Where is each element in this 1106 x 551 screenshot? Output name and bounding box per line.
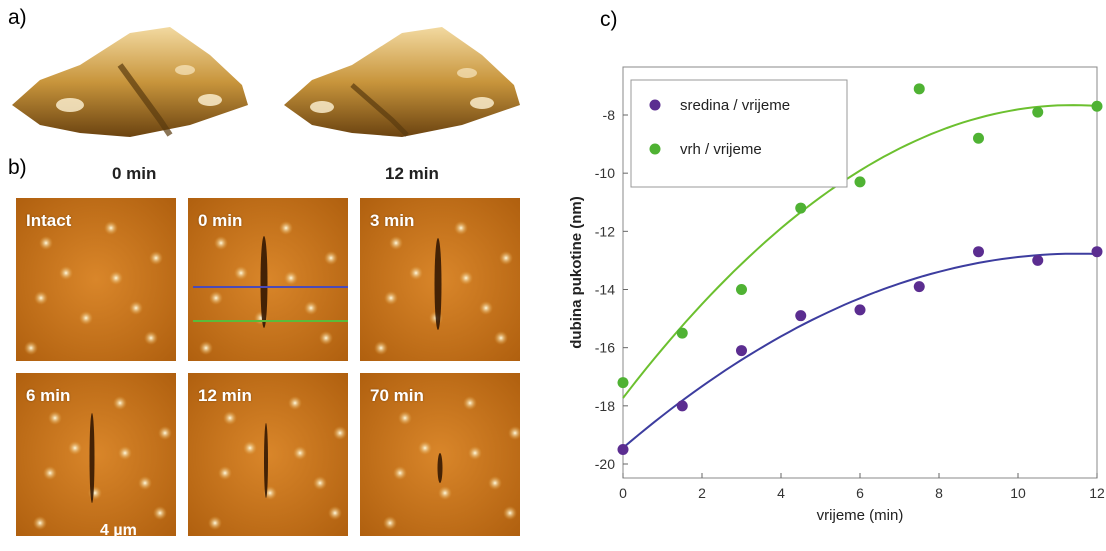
- y-axis-label: dubina pukotine (nm): [568, 196, 585, 348]
- y-tick-label: -10: [595, 165, 615, 181]
- panel-a-label: a): [8, 6, 27, 29]
- scale-bar-label: 4 µm: [100, 522, 137, 539]
- crack-mark: [89, 413, 95, 503]
- legend-marker: [649, 143, 661, 155]
- x-tick-label: 0: [619, 485, 627, 501]
- tile-label: 6 min: [26, 386, 71, 405]
- afm-tile: 70 min: [360, 373, 520, 536]
- data-point: [1091, 100, 1103, 112]
- legend-label: sredina / vrijeme: [680, 97, 790, 114]
- y-tick-label: -18: [595, 398, 615, 414]
- afm-tile: 0 min: [188, 198, 348, 361]
- data-point: [617, 443, 629, 455]
- fit-curves: [622, 104, 1098, 449]
- x-tick-label: 2: [698, 485, 706, 501]
- data-point: [913, 83, 925, 95]
- data-point: [676, 400, 688, 412]
- legend-box: [630, 79, 848, 188]
- data-point: [1091, 246, 1103, 258]
- data-point: [854, 176, 866, 188]
- panel-b-label: b): [8, 156, 27, 179]
- data-point: [973, 246, 984, 258]
- plot-axes: 0 2 4 6 8 10 12 -20 -18 -16 -14 -12 -10 -8 vrijeme (mi…: [568, 66, 1105, 524]
- data-point: [1032, 106, 1044, 118]
- data-point: [913, 281, 925, 293]
- data-point: [973, 132, 984, 144]
- crack-mark: [434, 238, 442, 330]
- fit-curve: [622, 252, 1098, 449]
- data-point: [736, 284, 747, 295]
- data-point: [1032, 254, 1044, 266]
- crack-depth-chart: 0 2 4 6 8 10 12 -20 -18 -16 -14 -12 -10 -8 vrijeme (mi…: [568, 66, 1105, 524]
- y-tick-label: -16: [595, 340, 615, 356]
- tile-label: 3 min: [370, 211, 415, 230]
- x-axis-label: vrijeme (min): [817, 507, 904, 524]
- x-tick-label: 10: [1010, 485, 1026, 501]
- legend-label: vrh / vrijeme: [680, 141, 762, 158]
- afm-3d-surface-12min: [284, 27, 520, 137]
- x-tick-label: 12: [1089, 485, 1105, 501]
- data-point: [795, 202, 807, 214]
- crack-mark: [260, 236, 268, 328]
- data-point: [795, 310, 807, 322]
- tile-label: Intact: [26, 211, 72, 230]
- tile-label: 12 min: [198, 386, 252, 405]
- tile-label: 70 min: [370, 386, 424, 405]
- afm-tile: Intact: [16, 198, 176, 361]
- data-point: [676, 327, 688, 339]
- crack-mark: [264, 423, 268, 498]
- data-point: [617, 377, 629, 389]
- data-point: [736, 345, 747, 357]
- caption-12min: 12 min: [385, 164, 439, 183]
- data-point: [854, 304, 866, 316]
- x-tick-label: 6: [856, 485, 864, 501]
- data-points: [617, 83, 1103, 455]
- y-tick-label: -20: [595, 456, 615, 472]
- tile-label: 0 min: [198, 211, 243, 230]
- crack-mark: [437, 453, 443, 483]
- panel-c-label: c): [600, 8, 618, 31]
- scale-bar: [30, 540, 92, 542]
- fit-curve: [622, 104, 1098, 399]
- y-tick-label: -8: [603, 107, 616, 123]
- afm-tile: 12 min: [188, 373, 348, 536]
- afm-tile: 3 min: [360, 198, 520, 361]
- afm-tile: 6 min: [16, 373, 176, 536]
- x-tick-label: 4: [777, 485, 785, 501]
- y-tick-label: -12: [595, 223, 615, 239]
- afm-3d-surface-0min: [12, 27, 248, 137]
- y-tick-label: -14: [595, 282, 615, 298]
- legend-marker: [649, 99, 661, 111]
- x-tick-label: 8: [935, 485, 943, 501]
- caption-0min: 0 min: [112, 164, 157, 183]
- legend: sredina / vrijeme vrh / vrijeme: [630, 79, 848, 188]
